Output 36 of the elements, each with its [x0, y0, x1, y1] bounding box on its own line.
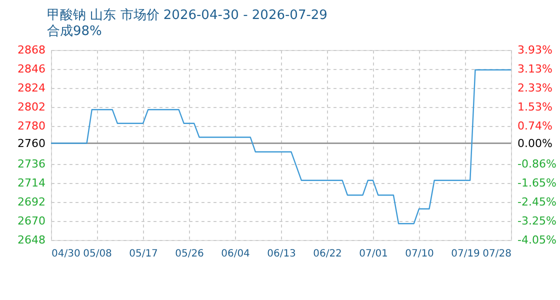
line-series: [50, 69, 512, 224]
x-tick-label: 06/13: [267, 248, 296, 260]
x-tick-label: 07/19: [451, 248, 480, 260]
y2-tick-label: -0.86%: [518, 158, 556, 171]
x-tick-label: 05/08: [83, 248, 112, 260]
y-tick-label: 2760: [18, 136, 46, 150]
y2-tick-label: 0.74%: [518, 119, 552, 132]
y-tick-label: 2846: [18, 62, 46, 76]
y-tick-label: 2824: [18, 82, 46, 94]
y-tick-label: 2670: [18, 214, 46, 228]
y-tick-label: 2802: [18, 100, 46, 114]
y2-tick-label: 2.33%: [518, 82, 552, 95]
y2-tick-label: 1.53%: [518, 100, 552, 114]
y2-tick-label: -3.25%: [518, 214, 556, 228]
y-tick-label: 2736: [18, 158, 46, 170]
x-tick-label: 06/22: [313, 248, 342, 260]
chart-title: 甲酸钠 山东 市场价 2026-04-30 - 2026-07-29: [47, 8, 328, 23]
x-tick-label: 07/28: [482, 248, 512, 260]
y2-tick-label: 3.93%: [518, 44, 552, 56]
x-tick-label: 04/30: [52, 248, 80, 260]
y-tick-label: 2780: [18, 120, 46, 132]
x-tick-label: 07/01: [359, 248, 388, 260]
y-tick-label: 2692: [18, 196, 46, 208]
y2-tick-label: -1.65%: [518, 176, 556, 190]
x-tick-label: 06/04: [221, 248, 250, 260]
y-tick-label: 2648: [18, 234, 46, 246]
y-tick-label: 2868: [18, 44, 46, 56]
y2-tick-label: -2.45%: [518, 195, 556, 208]
x-tick-label: 05/26: [175, 248, 204, 260]
x-tick-label: 07/10: [405, 248, 434, 260]
y2-tick-label: 0.00%: [518, 137, 552, 150]
y2-tick-label: 3.13%: [518, 62, 552, 76]
x-tick-label: 05/17: [129, 248, 158, 260]
y-tick-label: 2714: [18, 176, 46, 190]
chart-subtitle: 合成98%: [47, 24, 102, 39]
y2-tick-label: -4.05%: [518, 234, 556, 246]
